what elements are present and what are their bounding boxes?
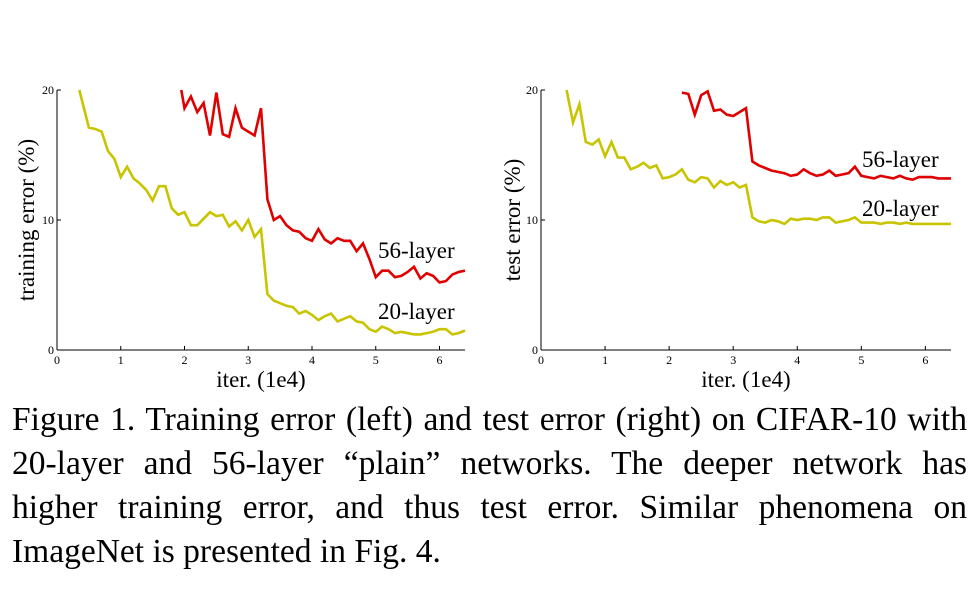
y-tick-label: 0 [48, 343, 54, 357]
y-axis-label: test error (%) [500, 159, 525, 282]
y-tick-label: 10 [42, 213, 54, 227]
figure-caption: Figure 1. Training error (left) and test… [12, 401, 967, 570]
x-axis-label: iter. (1e4) [701, 367, 790, 392]
x-tick-label: 5 [858, 353, 864, 367]
x-tick-label: 2 [182, 353, 188, 367]
series-label-20-layer: 20-layer [862, 196, 939, 221]
y-tick-label: 10 [526, 213, 538, 227]
x-axis-label: iter. (1e4) [216, 367, 305, 392]
y-tick-label: 20 [526, 83, 538, 97]
x-tick-label: 1 [602, 353, 608, 367]
x-tick-label: 5 [373, 353, 379, 367]
x-tick-label: 0 [538, 353, 544, 367]
series-line-20-layer [565, 89, 951, 226]
x-tick-label: 6 [922, 353, 928, 367]
series-label-56-layer: 56-layer [378, 238, 455, 263]
training-error-chart: 0 1 2 3 4 5 6 0 10 20 iter. (1e4) training error (%… [14, 83, 466, 392]
x-tick-label: 3 [730, 353, 736, 367]
test-error-chart: 0 1 2 3 4 5 6 0 10 20 iter. (1e4) test error (%) 56-… [500, 83, 951, 392]
y-tick-label: 20 [42, 83, 54, 97]
series-line-56-layer [180, 89, 466, 284]
y-axis-label: training error (%) [14, 139, 39, 301]
x-tick-label: 6 [437, 353, 443, 367]
series-label-56-layer: 56-layer [862, 147, 939, 172]
series-line-56-layer [681, 89, 951, 182]
y-tick-label: 0 [532, 343, 538, 357]
x-tick-label: 2 [666, 353, 672, 367]
x-tick-label: 1 [118, 353, 124, 367]
x-tick-label: 3 [245, 353, 251, 367]
series-label-20-layer: 20-layer [378, 299, 455, 324]
x-tick-label: 4 [794, 353, 800, 367]
x-tick-label: 4 [309, 353, 315, 367]
series-line-20-layer [78, 89, 466, 336]
x-tick-label: 0 [54, 353, 60, 367]
